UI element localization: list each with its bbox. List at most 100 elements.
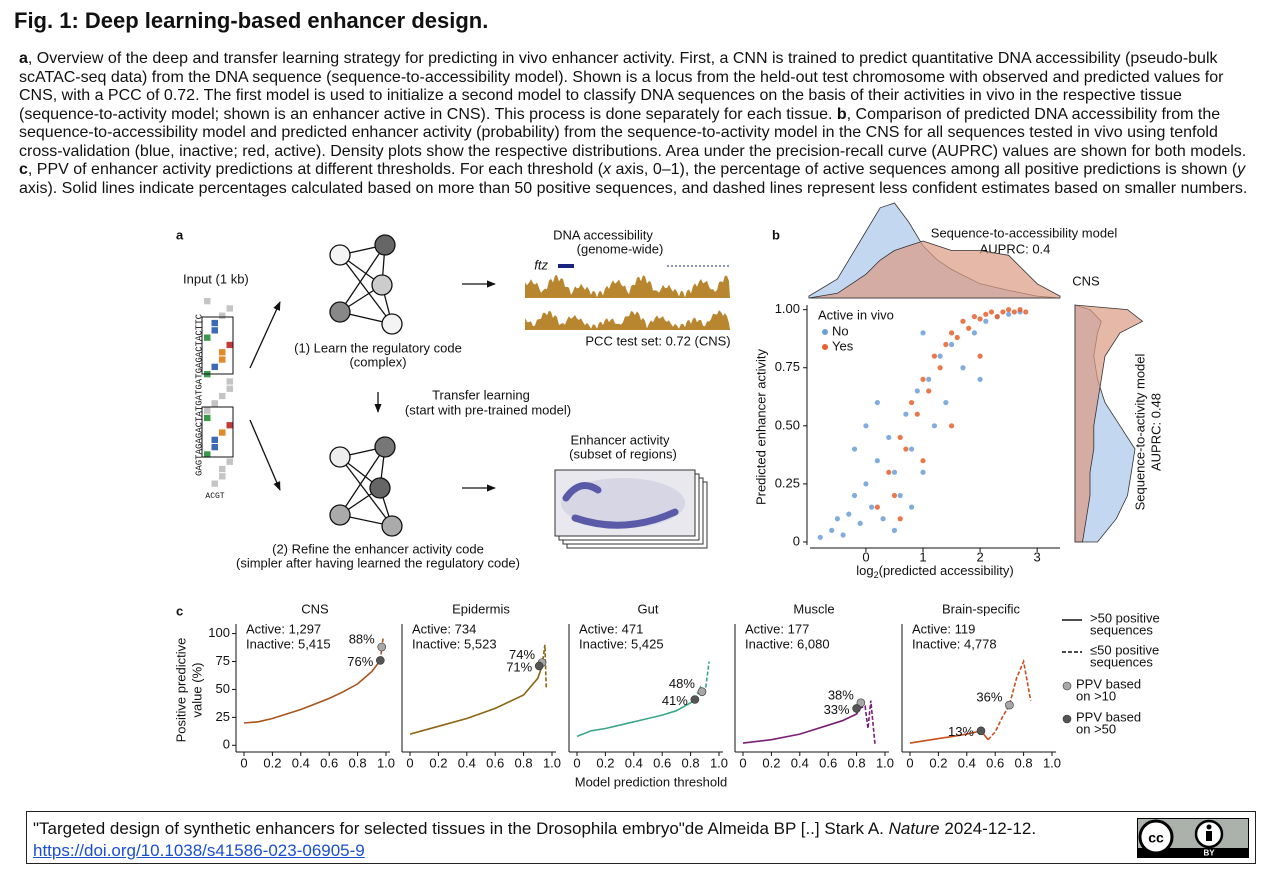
accessibility-track <box>525 310 730 330</box>
count-label: Inactive: 6,080 <box>745 636 830 651</box>
tracks <box>525 275 730 330</box>
citation-box: "Targeted design of synthetic enhancers … <box>26 811 1256 864</box>
track-title: DNA accessibility <box>553 227 653 242</box>
x-tick-label: 0.6 <box>486 755 504 770</box>
scatter-point <box>908 399 915 406</box>
ppv-line-dashed <box>694 661 710 700</box>
scatter-point <box>851 446 858 452</box>
y-tick-label: 0 <box>223 737 230 752</box>
ppv-line <box>409 665 543 735</box>
x-tick-label: 2 <box>976 549 983 564</box>
text-run: x <box>603 161 612 178</box>
legend-point <box>1062 681 1072 691</box>
input-cell <box>226 458 233 465</box>
x-axis-label-sub: 2 <box>874 570 879 580</box>
input-cell <box>226 341 233 349</box>
ppv-point <box>1005 700 1014 710</box>
text-run: "Targeted design of synthetic enhancers … <box>33 819 889 838</box>
count-label: Inactive: 5,425 <box>579 636 664 651</box>
x-tick-label: 1.0 <box>710 755 728 770</box>
scatter-point <box>874 504 880 510</box>
panel-letter: b <box>772 227 780 242</box>
input-cell <box>226 385 233 392</box>
gene-label: ftz <box>534 257 548 272</box>
scatter-point <box>960 365 966 371</box>
panel-title: Epidermis <box>452 601 510 616</box>
x-tick-label: 0.8 <box>682 755 700 770</box>
scatter-point <box>948 330 955 336</box>
panel-title: Brain-specific <box>942 601 1021 616</box>
scatter-point <box>1023 309 1029 315</box>
scatter-point <box>880 516 886 522</box>
y-axis-label: value (%) <box>189 663 204 718</box>
count-label: Inactive: 4,778 <box>912 636 997 651</box>
y-tick-label: 100 <box>208 625 230 640</box>
x-tick-label: 0.6 <box>320 755 338 770</box>
y-axis-label: Predicted enhancer activity <box>753 348 768 505</box>
step-label: (1) Learn the regulatory code <box>294 340 462 355</box>
embryo-image <box>554 469 708 549</box>
count-label: Inactive: 5,415 <box>246 636 331 651</box>
license-label: BY <box>1203 849 1215 858</box>
input-cell <box>219 392 226 400</box>
scatter-point <box>954 334 960 341</box>
step-label: (complex) <box>349 354 406 369</box>
panel-c: c Positive predictive value (%) Model pr… <box>173 601 1159 789</box>
accessibility-track <box>525 275 730 298</box>
ppv-label: 71% <box>506 659 532 674</box>
scatter-point <box>937 353 943 359</box>
scatter-point <box>857 520 863 526</box>
tissue-label: CNS <box>1072 273 1100 288</box>
x-tick-label: 0.6 <box>819 755 837 770</box>
ppv-line-dashed <box>859 700 876 746</box>
ppv-line <box>576 698 696 738</box>
scatter-point <box>920 330 926 336</box>
input-cell <box>219 429 226 436</box>
scatter-point <box>920 376 926 382</box>
x-tick-label: 1.0 <box>1043 755 1061 770</box>
step-label: (2) Refine the enhancer activity code <box>272 541 484 556</box>
scatter-point <box>926 376 932 382</box>
ppv-label: 74% <box>509 647 535 662</box>
x-tick-label: 0 <box>862 549 869 564</box>
alphabet: ACGT <box>205 492 224 501</box>
density-right <box>1074 304 1144 543</box>
scatter-point <box>983 318 989 324</box>
scatter-point <box>960 318 966 324</box>
ppv-point <box>852 704 861 713</box>
input-cell <box>219 473 226 480</box>
transfer-label: Transfer learning <box>432 387 530 402</box>
scatter-point <box>1017 307 1023 313</box>
scatter-point <box>971 314 977 320</box>
text-run: axis). Solid lines indicate percentages … <box>19 179 1248 197</box>
ppv-point <box>690 695 700 704</box>
count-label: Active: 734 <box>412 621 476 636</box>
arrow <box>249 419 281 491</box>
y-tick-label: 25 <box>216 709 230 724</box>
scatter-point <box>971 330 977 336</box>
scatter-point <box>966 325 972 331</box>
scatter-point <box>897 516 903 522</box>
density-label: AUPRC: 0.48 <box>1148 393 1163 471</box>
scatter-point <box>874 458 880 464</box>
panel-title: Muscle <box>793 601 834 616</box>
y-tick-label: 0 <box>793 533 800 548</box>
input-cell <box>226 378 233 385</box>
input-cell <box>204 414 211 422</box>
x-tick-label: 0.8 <box>515 755 533 770</box>
sequence: GAGTAGAGACTATGATGATGAGACTACTTC <box>194 313 204 476</box>
scatter-point <box>943 341 949 348</box>
input-cell <box>226 305 233 312</box>
input-label: Input (1 kb) <box>183 271 249 286</box>
panel-letter: c <box>176 603 183 618</box>
y-tick-label: 1.00 <box>775 301 800 316</box>
legend-label: ≤50 positive <box>1090 642 1159 657</box>
x-axis-label: Model prediction threshold <box>575 774 727 789</box>
ppv-label: 76% <box>347 654 373 669</box>
x-tick-label: 0.2 <box>263 755 281 770</box>
scatter-point <box>977 353 983 359</box>
legend-marker <box>822 329 828 335</box>
doi-link[interactable]: https://doi.org/10.1038/s41586-023-06905… <box>33 841 365 860</box>
text-run: 2024-12-12. <box>939 819 1037 838</box>
